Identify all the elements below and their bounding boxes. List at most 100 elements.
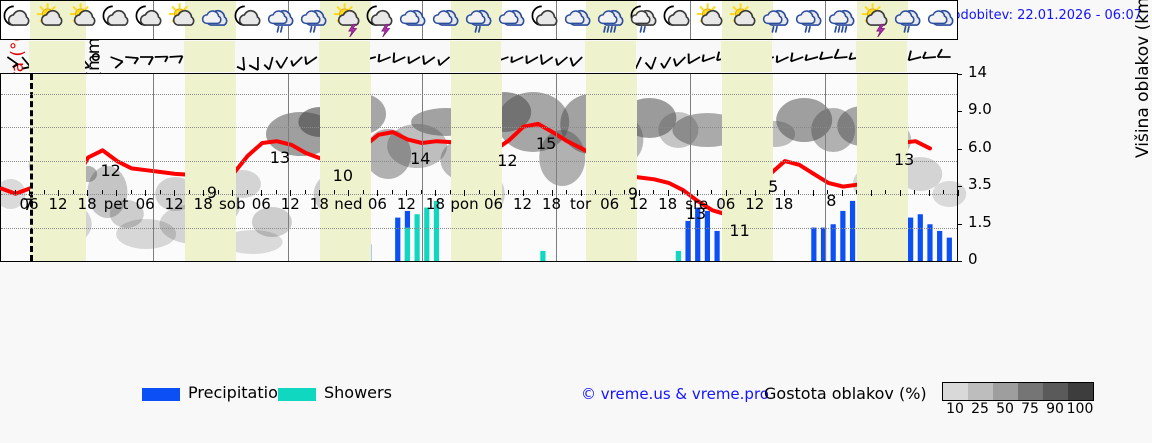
hour-tick <box>566 190 568 194</box>
daylight-band <box>449 41 501 72</box>
hour-tick <box>653 190 655 194</box>
cloud-rain-icon <box>463 3 497 37</box>
cloud-rain-icon <box>793 3 827 37</box>
hour-tick <box>493 190 495 196</box>
temperature-value-label: 13 <box>893 149 915 169</box>
axis-tick <box>957 186 962 188</box>
moon-cloud-icon <box>661 3 695 37</box>
sun-cloud-icon <box>727 3 761 37</box>
chart-legend: Precipitation Showers © vreme.us & vreme… <box>126 382 1146 426</box>
hour-tick <box>914 190 916 194</box>
hour-tick <box>261 190 263 196</box>
cloud-icon <box>496 3 530 37</box>
right-tick-label: 0 <box>968 250 978 268</box>
wind-barb <box>555 56 568 67</box>
wind-barb <box>525 55 539 65</box>
horizontal-gridline <box>1 227 957 229</box>
hour-tick <box>479 190 480 194</box>
daylight-band <box>450 74 502 261</box>
cloud-rain-icon <box>892 3 926 37</box>
hour-label: 06 <box>483 195 504 213</box>
cloud-density-ramp-cell <box>1018 383 1043 400</box>
hour-tick <box>174 190 176 196</box>
hour-tick <box>14 190 16 194</box>
axis-tick <box>0 148 1 150</box>
hour-tick <box>246 190 248 194</box>
hour-label: 06 <box>19 195 39 213</box>
hour-tick <box>464 190 466 196</box>
right-tick-label: 6.0 <box>968 137 992 156</box>
hour-tick <box>682 190 684 194</box>
sun-cloud-icon <box>67 3 101 37</box>
cloud-density-ramp-cell <box>1068 383 1093 400</box>
precipitation-swatch <box>142 388 180 401</box>
daylight-band <box>29 41 85 72</box>
hour-tick <box>188 190 190 194</box>
hour-label: pon <box>450 195 479 213</box>
showers-swatch <box>278 388 316 401</box>
sun-cloud-icon <box>34 3 68 37</box>
hour-label: 06 <box>716 195 736 213</box>
showers-legend-label: Showers <box>324 383 392 402</box>
wind-barb <box>263 56 274 71</box>
moon-cloud-icon <box>133 3 167 37</box>
cloud-density-tick-label: 75 <box>1021 401 1039 417</box>
hour-tick <box>420 190 422 194</box>
hour-tick <box>667 190 669 196</box>
hour-tick <box>928 190 930 196</box>
day-separator <box>421 74 423 261</box>
sun-cloud-icon <box>166 3 200 37</box>
sun-cloud-thunder-icon <box>331 3 365 38</box>
cloud-heavy-rain-icon <box>826 3 860 37</box>
cloud-density-tick-label: 25 <box>971 401 989 417</box>
hour-tick <box>624 190 626 194</box>
wind-barb <box>377 53 391 63</box>
temperature-value-label: 8 <box>826 191 837 211</box>
right-tick-label: 9.0 <box>968 100 992 119</box>
wind-barb <box>290 56 303 67</box>
wind-barb <box>169 55 184 64</box>
wind-barb <box>437 56 451 67</box>
hour-label: 12 <box>48 195 68 213</box>
hour-tick <box>537 190 539 194</box>
hour-label: 12 <box>280 195 300 213</box>
wind-barb <box>140 56 154 66</box>
hour-tick <box>377 190 379 196</box>
wind-barb <box>248 57 259 71</box>
hour-label: 18 <box>77 195 97 213</box>
copyright-link[interactable]: © vreme.us & vreme.pro <box>581 385 769 403</box>
day-separator <box>287 74 289 261</box>
axis-tick <box>957 111 962 113</box>
hour-label: 12 <box>396 195 416 213</box>
hour-tick <box>290 190 292 196</box>
hour-tick <box>638 190 640 196</box>
hour-tick <box>275 190 277 194</box>
cloud-density-legend-title: Gostota oblakov (%) <box>764 384 927 403</box>
daylight-band <box>320 74 372 261</box>
hour-tick <box>609 190 611 196</box>
wind-barb <box>790 52 804 63</box>
wind-barb <box>687 53 701 65</box>
hour-tick <box>885 190 887 194</box>
hour-tick <box>304 190 306 194</box>
temperature-value-label: 10 <box>332 165 354 185</box>
temperature-value-label: 12 <box>497 150 518 170</box>
wind-barb <box>407 56 421 65</box>
wind-barb <box>236 56 246 71</box>
hour-tick <box>159 190 161 194</box>
day-separator <box>556 74 558 261</box>
hour-tick <box>116 190 118 196</box>
hour-tick <box>58 190 60 196</box>
wind-barb <box>833 48 848 59</box>
hour-label: 06 <box>600 195 620 213</box>
hour-label: 12 <box>745 195 765 213</box>
moon-cloud-icon <box>232 3 266 37</box>
hour-label: 12 <box>164 195 184 213</box>
wind-barb <box>922 51 936 59</box>
sun-cloud-icon <box>694 3 728 37</box>
precipitation-legend-label: Precipitation <box>188 383 289 402</box>
weather-icon-strip <box>0 0 958 40</box>
temperature-value-label: 9 <box>206 183 218 203</box>
daylight-band <box>183 41 235 72</box>
hour-tick <box>449 190 451 194</box>
